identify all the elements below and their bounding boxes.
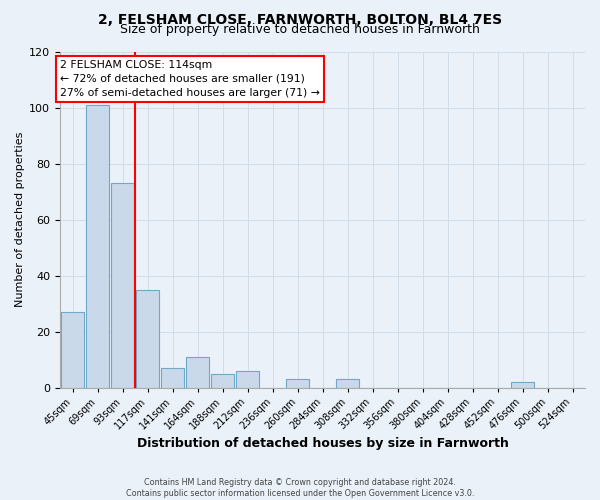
Bar	[61, 312, 84, 388]
Text: Contains HM Land Registry data © Crown copyright and database right 2024.
Contai: Contains HM Land Registry data © Crown c…	[126, 478, 474, 498]
Bar	[186, 356, 209, 388]
Bar	[211, 374, 234, 388]
Text: Size of property relative to detached houses in Farnworth: Size of property relative to detached ho…	[120, 22, 480, 36]
Text: 2, FELSHAM CLOSE, FARNWORTH, BOLTON, BL4 7ES: 2, FELSHAM CLOSE, FARNWORTH, BOLTON, BL4…	[98, 12, 502, 26]
Text: 2 FELSHAM CLOSE: 114sqm
← 72% of detached houses are smaller (191)
27% of semi-d: 2 FELSHAM CLOSE: 114sqm ← 72% of detache…	[60, 60, 320, 98]
Y-axis label: Number of detached properties: Number of detached properties	[15, 132, 25, 307]
X-axis label: Distribution of detached houses by size in Farnworth: Distribution of detached houses by size …	[137, 437, 508, 450]
Bar	[161, 368, 184, 388]
Bar	[511, 382, 534, 388]
Bar	[336, 379, 359, 388]
Bar	[136, 290, 159, 388]
Bar	[236, 370, 259, 388]
Bar	[86, 104, 109, 388]
Bar	[111, 183, 134, 388]
Bar	[286, 379, 309, 388]
